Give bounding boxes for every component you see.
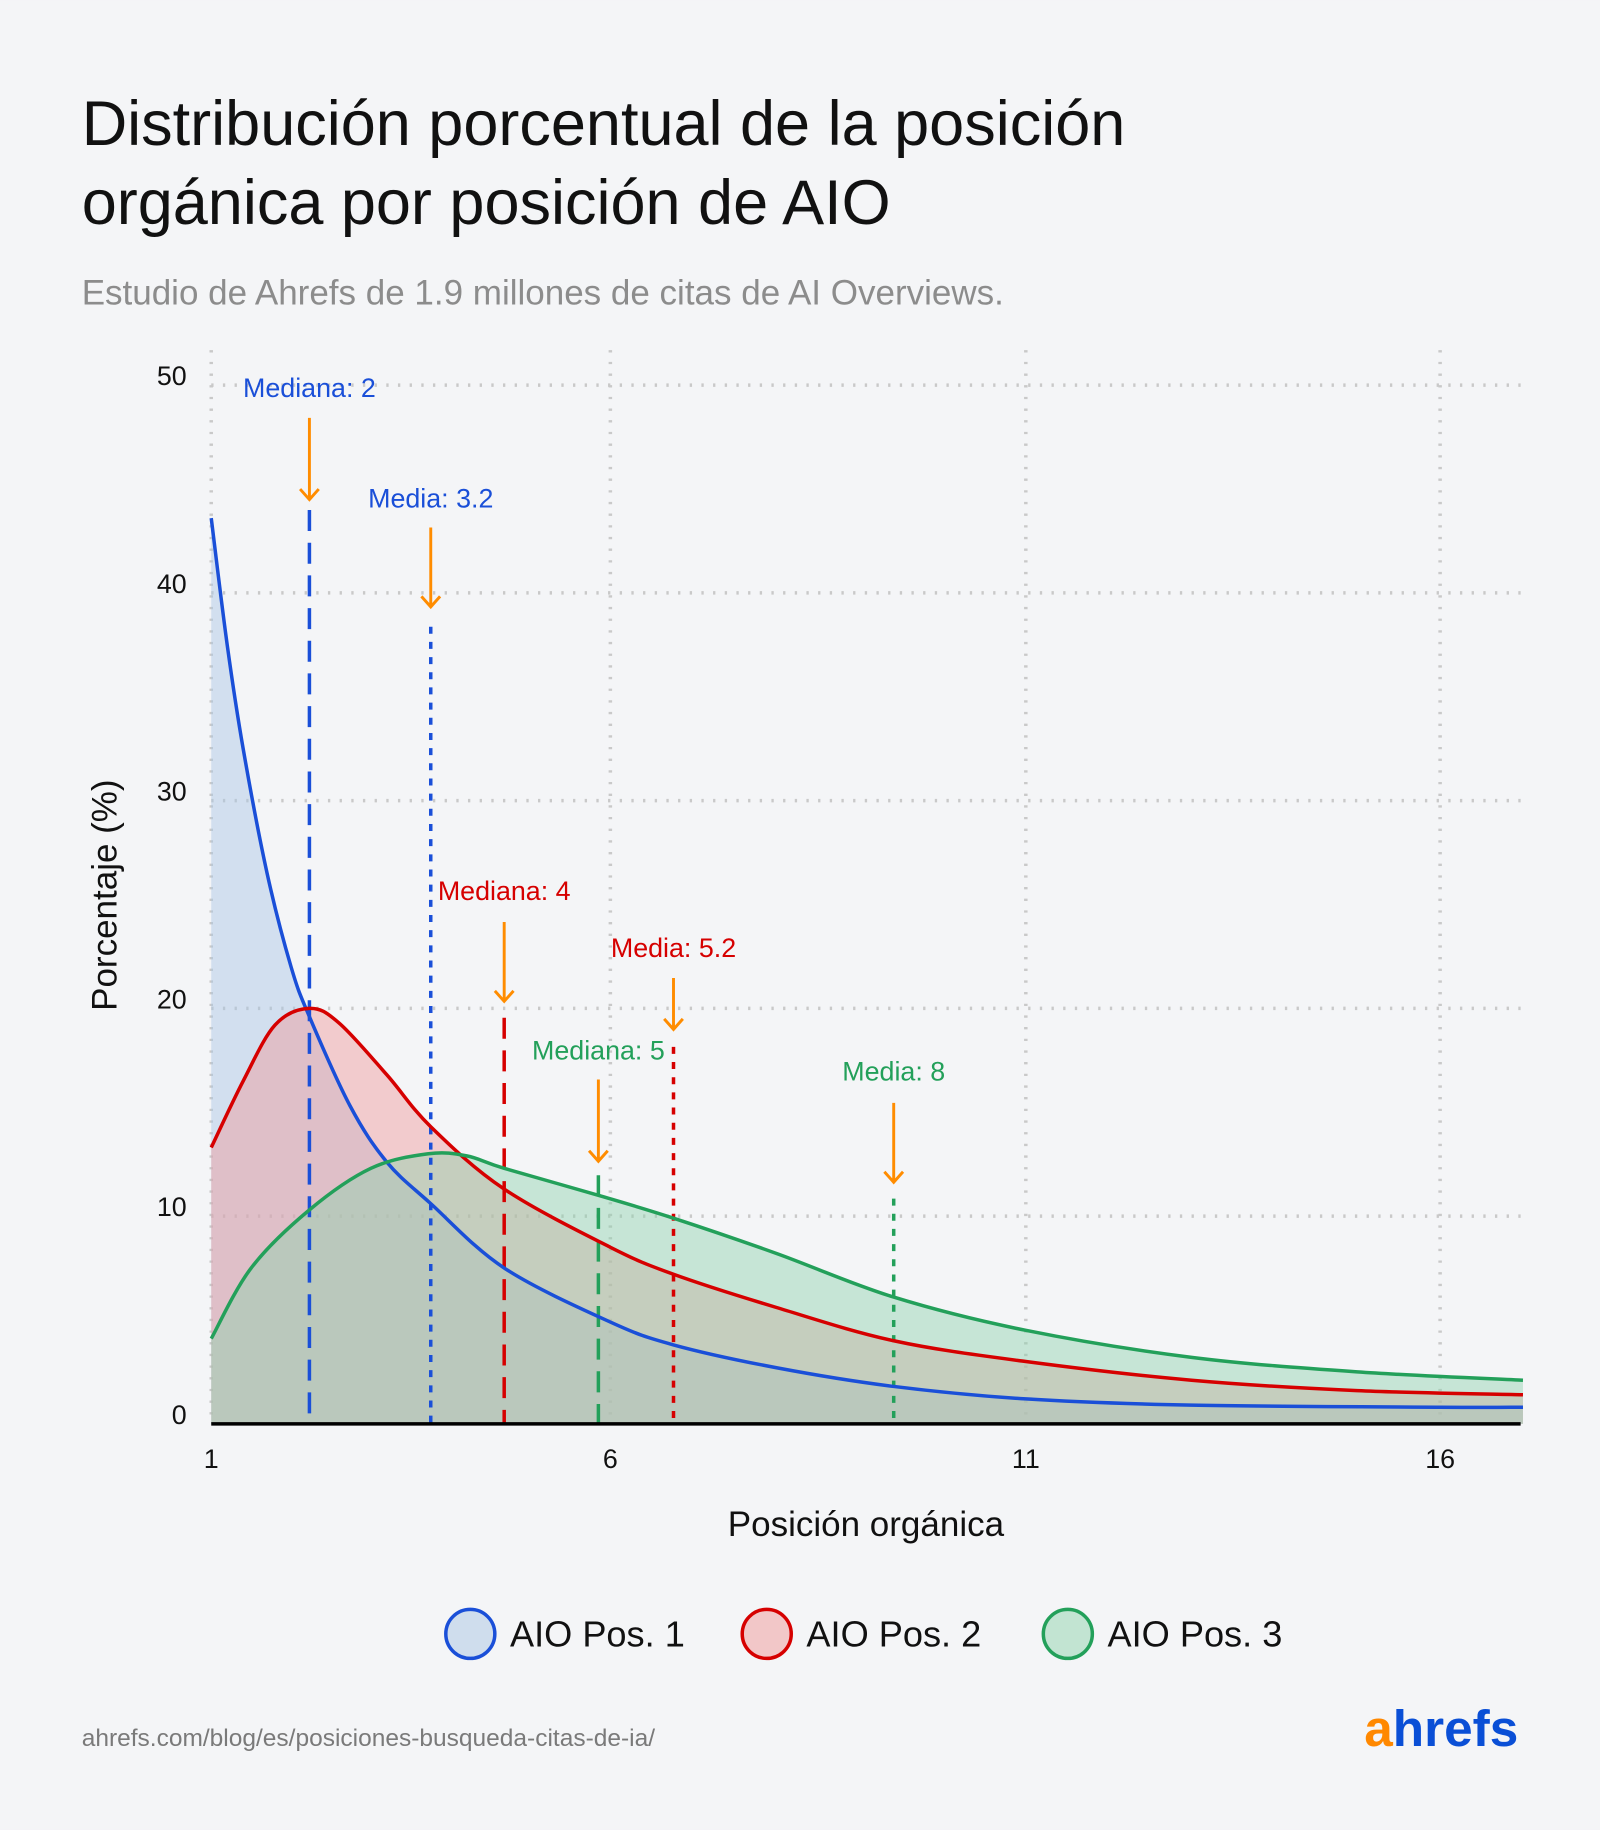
y-tick-label: 0 <box>172 1400 187 1430</box>
legend-swatch-series-2 <box>740 1607 793 1661</box>
x-axis-label: Posición orgánica <box>728 1505 1005 1544</box>
gridlines <box>209 350 1521 1424</box>
x-tick-label: 16 <box>1425 1444 1455 1474</box>
median-label-series-3: Mediana: 5 <box>532 1036 665 1066</box>
area-fill-series-2 <box>211 1008 1523 1424</box>
legend: AIO Pos. 1 AIO Pos. 2 AIO Pos. 3 <box>444 1607 1283 1661</box>
series-lines <box>209 517 1524 1410</box>
legend-label-series-3: AIO Pos. 3 <box>1108 1614 1283 1655</box>
footer-url: ahrefs.com/blog/es/posiciones-busqueda-c… <box>82 1725 656 1752</box>
mean-label-series-2: Media: 5.2 <box>611 933 736 963</box>
title-line-2: orgánica por posición de AIO <box>82 168 891 238</box>
line-series-3 <box>209 1151 1524 1382</box>
y-axis-label: Porcentaje (%) <box>86 779 125 1010</box>
logo-rest: hrefs <box>1393 1700 1519 1757</box>
legend-swatch-series-3 <box>1041 1607 1095 1661</box>
logo-a: a <box>1364 1700 1393 1757</box>
y-tick-label: 50 <box>157 361 187 391</box>
legend-label-series-1: AIO Pos. 1 <box>510 1614 685 1655</box>
mean-label-series-3: Media: 8 <box>842 1057 945 1087</box>
line-series-1 <box>209 517 1523 1410</box>
arrow-down-icon <box>493 922 515 1004</box>
median-label-series-2: Mediana: 4 <box>438 876 571 906</box>
title-line-1: Distribución porcentual de la posición <box>82 89 1126 159</box>
y-tick-label: 40 <box>157 569 187 599</box>
arrow-down-icon <box>298 417 320 502</box>
annotation-labels: Mediana: 2 Media: 3.2 Mediana: 4 Media: 5.2… <box>243 373 945 1185</box>
y-tick-label: 10 <box>157 1192 187 1222</box>
line-series-2 <box>209 1006 1524 1397</box>
y-tick-label: 20 <box>157 984 187 1014</box>
y-tick-label: 30 <box>157 777 187 807</box>
ahrefs-logo: ahrefs <box>1364 1700 1518 1757</box>
legend-label-series-2: AIO Pos. 2 <box>806 1614 981 1655</box>
arrow-down-icon <box>883 1102 905 1185</box>
subtitle: Estudio de Ahrefs de 1.9 millones de cit… <box>82 274 1004 313</box>
mean-label-series-1: Media: 3.2 <box>368 484 493 514</box>
legend-swatch-series-1 <box>444 1607 497 1661</box>
arrow-down-icon <box>663 978 684 1032</box>
median-label-series-1: Mediana: 2 <box>243 373 376 403</box>
arrow-down-icon <box>420 527 442 610</box>
x-tick-label: 11 <box>1012 1444 1040 1474</box>
arrow-down-icon <box>587 1079 609 1164</box>
area-fill-series-1 <box>211 518 1523 1424</box>
x-tick-label: 1 <box>204 1444 219 1474</box>
x-tick-label: 6 <box>603 1444 618 1474</box>
